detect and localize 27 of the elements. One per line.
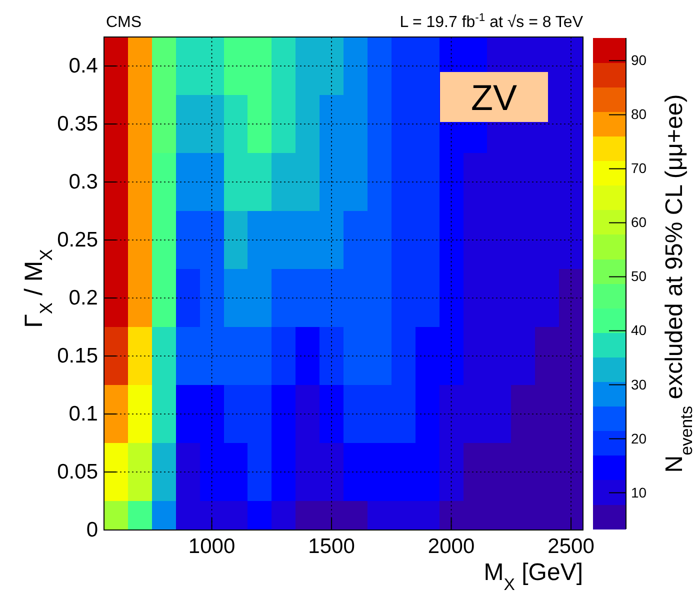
y-tick-label: 0.2: [68, 286, 98, 310]
chart-title: CMS: [106, 14, 142, 31]
y-tick-label: 0.35: [57, 112, 98, 136]
x-tick-label: 1500: [308, 534, 355, 558]
color-bar-label: 50: [631, 268, 647, 284]
x-tick-label: 2500: [548, 534, 594, 558]
y-tick-label: 0.15: [57, 344, 98, 368]
x-tick-label: 2000: [428, 534, 475, 558]
x-tick-label: 1000: [188, 534, 236, 558]
color-bar-label: 70: [631, 160, 647, 176]
y-tick-label: 0.25: [57, 228, 98, 252]
color-bar-label: 20: [631, 430, 647, 446]
y-tick-label: 0.3: [68, 170, 98, 194]
x-axis-title: M$_{X}$ [GeV]: [484, 559, 583, 594]
text-box: ZV: [440, 72, 548, 122]
color-bar-label: 30: [631, 376, 647, 392]
chart-subtitle: L = 19.7 fb$^{-1}$ at √s = 8 TeV: [400, 12, 584, 31]
annotation: ZV: [470, 77, 518, 118]
color-bar-label: 80: [631, 106, 647, 122]
y-tick-label: 0.1: [68, 402, 98, 426]
y-tick-label: 0: [86, 518, 98, 542]
color-bar-label: 40: [631, 322, 647, 338]
y-tick-label: 0.4: [68, 54, 98, 78]
color-bar-label: 10: [631, 484, 647, 500]
color-bar-label: 60: [631, 214, 647, 230]
color-bar-label: 90: [631, 52, 647, 68]
y-tick-label: 0.05: [57, 460, 98, 484]
